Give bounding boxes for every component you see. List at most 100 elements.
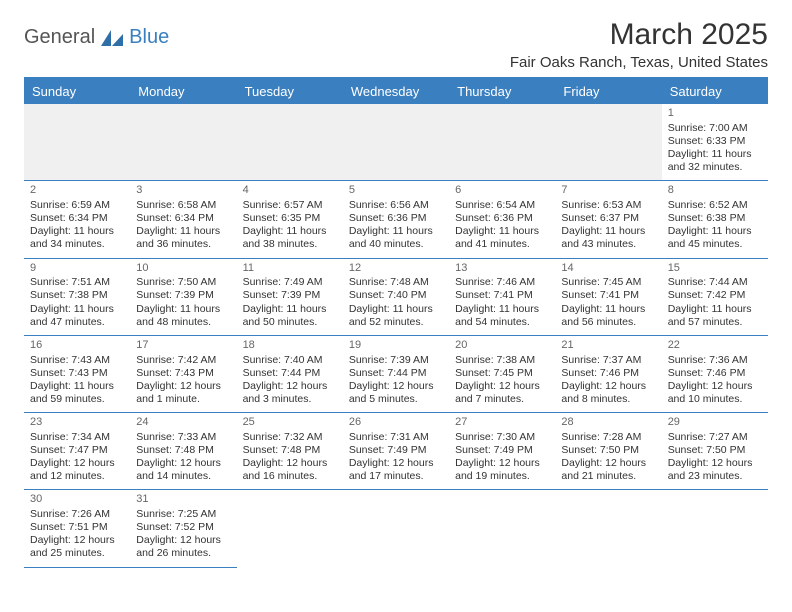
calendar-row: 9Sunrise: 7:51 AMSunset: 7:38 PMDaylight… [24,258,768,335]
daylight-text: Daylight: 12 hours [455,380,549,393]
sunset-text: Sunset: 7:46 PM [561,367,655,380]
day-number: 23 [30,416,124,430]
sunrise-text: Sunrise: 7:40 AM [243,354,337,367]
daylight-text: Daylight: 12 hours [349,380,443,393]
daylight-text: Daylight: 12 hours [136,457,230,470]
day-number: 28 [561,416,655,430]
sunset-text: Sunset: 7:44 PM [349,367,443,380]
sunrise-text: Sunrise: 6:58 AM [136,199,230,212]
calendar-cell [449,490,555,567]
sunset-text: Sunset: 6:36 PM [455,212,549,225]
day-number: 27 [455,416,549,430]
sunset-text: Sunset: 7:43 PM [30,367,124,380]
daylight-text-2: and 25 minutes. [30,547,124,560]
daylight-text: Daylight: 11 hours [668,225,762,238]
calendar-cell: 14Sunrise: 7:45 AMSunset: 7:41 PMDayligh… [555,258,661,335]
calendar-cell [237,490,343,567]
daylight-text: Daylight: 12 hours [668,457,762,470]
daylight-text: Daylight: 11 hours [243,303,337,316]
sunrise-text: Sunrise: 6:56 AM [349,199,443,212]
daylight-text-2: and 16 minutes. [243,470,337,483]
daylight-text: Daylight: 11 hours [349,225,443,238]
sunrise-text: Sunrise: 7:44 AM [668,276,762,289]
weekday-header-row: Sunday Monday Tuesday Wednesday Thursday… [24,79,768,104]
calendar-row: 1Sunrise: 7:00 AMSunset: 6:33 PMDaylight… [24,104,768,181]
logo-text-general: General [24,26,95,49]
daylight-text-2: and 34 minutes. [30,238,124,251]
calendar-cell: 7Sunrise: 6:53 AMSunset: 6:37 PMDaylight… [555,181,661,258]
weekday-header: Thursday [449,79,555,104]
daylight-text-2: and 7 minutes. [455,393,549,406]
day-number: 17 [136,339,230,353]
sunrise-text: Sunrise: 7:31 AM [349,431,443,444]
sunrise-text: Sunrise: 7:25 AM [136,508,230,521]
daylight-text-2: and 54 minutes. [455,316,549,329]
sunrise-text: Sunrise: 7:32 AM [243,431,337,444]
sunset-text: Sunset: 6:38 PM [668,212,762,225]
sunrise-text: Sunrise: 7:48 AM [349,276,443,289]
sunrise-text: Sunrise: 7:38 AM [455,354,549,367]
calendar-cell: 25Sunrise: 7:32 AMSunset: 7:48 PMDayligh… [237,413,343,490]
sunrise-text: Sunrise: 7:42 AM [136,354,230,367]
calendar-row: 16Sunrise: 7:43 AMSunset: 7:43 PMDayligh… [24,335,768,412]
day-number: 11 [243,262,337,276]
sunrise-text: Sunrise: 7:50 AM [136,276,230,289]
daylight-text: Daylight: 11 hours [136,303,230,316]
sunset-text: Sunset: 6:36 PM [349,212,443,225]
day-number: 15 [668,262,762,276]
sunset-text: Sunset: 7:41 PM [455,289,549,302]
daylight-text-2: and 26 minutes. [136,547,230,560]
daylight-text-2: and 5 minutes. [349,393,443,406]
sunrise-text: Sunrise: 7:33 AM [136,431,230,444]
calendar-cell [24,104,130,181]
calendar-cell [555,104,661,181]
sunrise-text: Sunrise: 7:36 AM [668,354,762,367]
daylight-text-2: and 19 minutes. [455,470,549,483]
calendar-cell: 19Sunrise: 7:39 AMSunset: 7:44 PMDayligh… [343,335,449,412]
daylight-text: Daylight: 12 hours [561,457,655,470]
sunrise-text: Sunrise: 7:27 AM [668,431,762,444]
calendar-cell: 18Sunrise: 7:40 AMSunset: 7:44 PMDayligh… [237,335,343,412]
day-number: 9 [30,262,124,276]
daylight-text-2: and 36 minutes. [136,238,230,251]
header: General Blue March 2025 Fair Oaks Ranch,… [24,18,768,71]
day-number: 18 [243,339,337,353]
daylight-text-2: and 1 minute. [136,393,230,406]
daylight-text-2: and 47 minutes. [30,316,124,329]
daylight-text: Daylight: 12 hours [30,457,124,470]
day-number: 1 [668,107,762,121]
daylight-text: Daylight: 11 hours [455,303,549,316]
calendar-cell [662,490,768,567]
daylight-text: Daylight: 12 hours [243,457,337,470]
calendar-cell [555,490,661,567]
calendar-cell [237,104,343,181]
daylight-text: Daylight: 12 hours [455,457,549,470]
calendar-row: 2Sunrise: 6:59 AMSunset: 6:34 PMDaylight… [24,181,768,258]
sunset-text: Sunset: 7:51 PM [30,521,124,534]
calendar-cell: 22Sunrise: 7:36 AMSunset: 7:46 PMDayligh… [662,335,768,412]
daylight-text: Daylight: 12 hours [561,380,655,393]
daylight-text-2: and 45 minutes. [668,238,762,251]
calendar-cell: 11Sunrise: 7:49 AMSunset: 7:39 PMDayligh… [237,258,343,335]
daylight-text: Daylight: 11 hours [668,303,762,316]
calendar-cell [343,104,449,181]
sunset-text: Sunset: 7:43 PM [136,367,230,380]
logo-text-blue: Blue [129,26,169,49]
sunrise-text: Sunrise: 7:51 AM [30,276,124,289]
day-number: 2 [30,184,124,198]
sunrise-text: Sunrise: 7:00 AM [668,122,762,135]
sail-icon [99,28,125,48]
calendar-cell: 13Sunrise: 7:46 AMSunset: 7:41 PMDayligh… [449,258,555,335]
day-number: 4 [243,184,337,198]
daylight-text-2: and 38 minutes. [243,238,337,251]
day-number: 21 [561,339,655,353]
day-number: 12 [349,262,443,276]
sunrise-text: Sunrise: 7:30 AM [455,431,549,444]
daylight-text-2: and 41 minutes. [455,238,549,251]
calendar-cell: 9Sunrise: 7:51 AMSunset: 7:38 PMDaylight… [24,258,130,335]
calendar-cell: 3Sunrise: 6:58 AMSunset: 6:34 PMDaylight… [130,181,236,258]
day-number: 25 [243,416,337,430]
sunset-text: Sunset: 6:34 PM [136,212,230,225]
sunset-text: Sunset: 7:50 PM [561,444,655,457]
sunrise-text: Sunrise: 7:45 AM [561,276,655,289]
